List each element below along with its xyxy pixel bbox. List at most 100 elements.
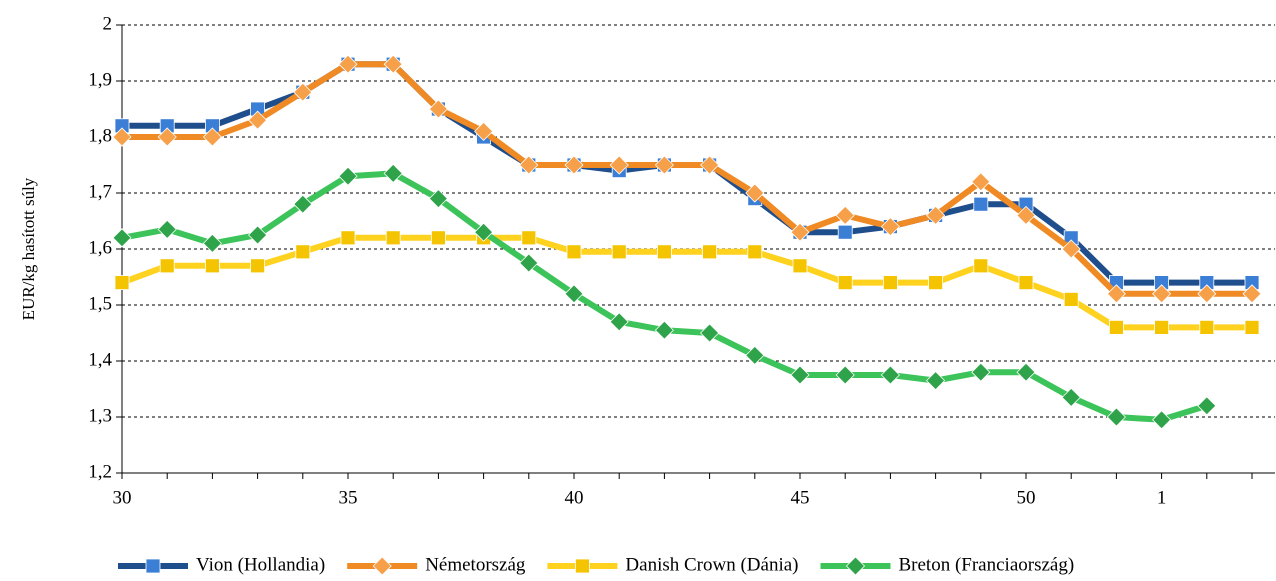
point bbox=[745, 183, 765, 203]
point bbox=[1063, 291, 1079, 307]
point bbox=[474, 121, 494, 141]
point bbox=[837, 224, 853, 240]
point bbox=[747, 244, 763, 260]
point bbox=[430, 230, 446, 246]
point bbox=[383, 163, 403, 183]
point bbox=[971, 172, 991, 192]
y-tick-label: 1,6 bbox=[88, 237, 112, 258]
y-axis-label: EUR/kg hasított súly bbox=[19, 177, 38, 320]
point bbox=[112, 228, 132, 248]
point bbox=[837, 275, 853, 291]
point bbox=[112, 127, 132, 147]
x-tick-label: 35 bbox=[339, 487, 358, 508]
point bbox=[474, 222, 494, 242]
series-line bbox=[121, 170, 1208, 423]
point bbox=[926, 371, 946, 391]
point bbox=[654, 320, 674, 340]
legend-item: Breton (Franciaország) bbox=[820, 554, 1075, 576]
point bbox=[157, 127, 177, 147]
point bbox=[973, 196, 989, 212]
y-tick-label: 1,2 bbox=[88, 461, 112, 482]
point bbox=[1152, 410, 1172, 430]
legend-label: Breton (Franciaország) bbox=[899, 554, 1075, 575]
legend-marker bbox=[575, 558, 590, 574]
y-tick-label: 1,7 bbox=[88, 181, 112, 202]
point bbox=[564, 284, 584, 304]
point bbox=[383, 54, 403, 74]
point bbox=[428, 99, 448, 119]
point bbox=[293, 194, 313, 214]
point bbox=[1018, 275, 1034, 291]
point bbox=[204, 258, 220, 274]
legend-label: Németország bbox=[425, 554, 526, 575]
point bbox=[880, 217, 900, 237]
point bbox=[790, 222, 810, 242]
y-tick-label: 1,4 bbox=[88, 349, 112, 370]
x-tick-label: 40 bbox=[565, 487, 584, 508]
point bbox=[340, 230, 356, 246]
point bbox=[428, 189, 448, 209]
point bbox=[1242, 284, 1262, 304]
point bbox=[566, 244, 582, 260]
point bbox=[971, 362, 991, 382]
point bbox=[1244, 319, 1260, 335]
point bbox=[835, 205, 855, 225]
point bbox=[338, 54, 358, 74]
point bbox=[1109, 319, 1124, 335]
legend-item: Vion (Hollandia) bbox=[118, 554, 325, 575]
y-tick-label: 2 bbox=[103, 13, 113, 34]
point bbox=[1197, 396, 1217, 416]
point bbox=[609, 155, 629, 175]
point bbox=[385, 230, 401, 246]
point bbox=[1154, 319, 1169, 335]
y-tick-label: 1,8 bbox=[88, 125, 112, 146]
point bbox=[880, 365, 900, 385]
point bbox=[157, 219, 177, 239]
point bbox=[792, 258, 808, 274]
point bbox=[1016, 362, 1036, 382]
y-tick-label: 1,9 bbox=[88, 69, 112, 90]
legend-item: Danish Crown (Dánia) bbox=[547, 554, 799, 575]
point bbox=[883, 275, 898, 291]
point bbox=[657, 244, 672, 260]
x-tick-label: 50 bbox=[1017, 487, 1036, 508]
point bbox=[1197, 284, 1217, 304]
point bbox=[250, 258, 266, 274]
point bbox=[1061, 239, 1081, 259]
point bbox=[928, 275, 943, 291]
x-tick-label: 1 bbox=[1157, 487, 1167, 508]
point bbox=[835, 365, 855, 385]
point bbox=[1199, 319, 1215, 335]
point bbox=[338, 166, 358, 186]
x-tick-label: 30 bbox=[113, 487, 132, 508]
point bbox=[1016, 205, 1036, 225]
point bbox=[114, 275, 130, 291]
point bbox=[654, 155, 674, 175]
point bbox=[519, 155, 539, 175]
legend-marker bbox=[145, 558, 161, 574]
point bbox=[611, 244, 627, 260]
legend-item: Németország bbox=[347, 554, 526, 576]
point bbox=[700, 323, 720, 343]
point bbox=[702, 244, 717, 260]
point bbox=[519, 253, 539, 273]
point bbox=[293, 82, 313, 102]
point bbox=[609, 312, 629, 332]
y-tick-label: 1,5 bbox=[88, 293, 112, 314]
point bbox=[295, 244, 311, 260]
y-tick-label: 1,3 bbox=[88, 405, 112, 426]
point bbox=[521, 230, 537, 246]
series-line bbox=[120, 234, 1252, 331]
point bbox=[202, 233, 222, 253]
point bbox=[973, 258, 989, 274]
point bbox=[202, 127, 222, 147]
point bbox=[1152, 284, 1172, 304]
point bbox=[926, 205, 946, 225]
legend-label: Vion (Hollandia) bbox=[196, 554, 325, 575]
point bbox=[1106, 284, 1126, 304]
point bbox=[159, 258, 175, 274]
legend-label: Danish Crown (Dánia) bbox=[625, 554, 798, 575]
point bbox=[790, 365, 810, 385]
x-tick-label: 45 bbox=[791, 487, 810, 508]
